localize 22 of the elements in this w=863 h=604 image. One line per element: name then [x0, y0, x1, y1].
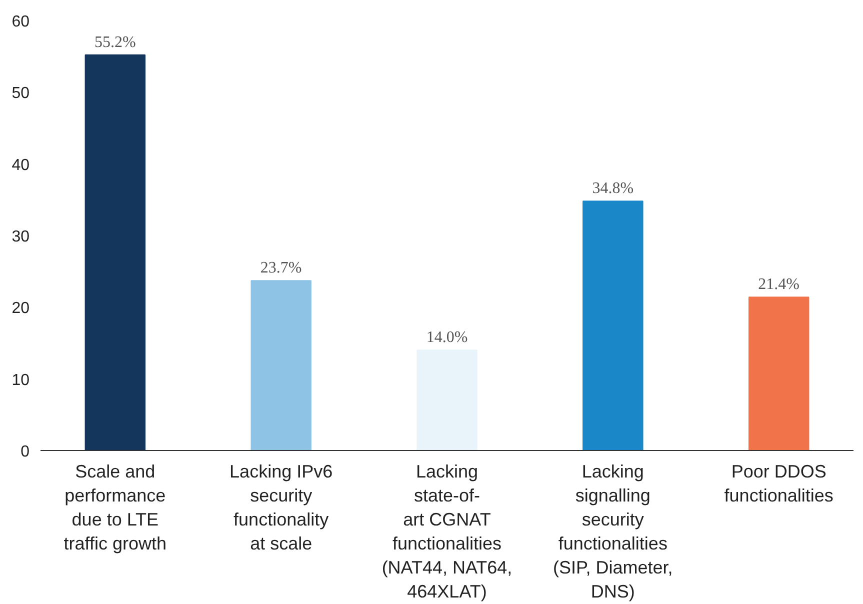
y-tick-label: 40	[12, 156, 30, 174]
data-label: 23.7%	[260, 260, 302, 277]
x-tick-label: Lacking signalling security functionalities (SIP, Diameter, DNS)	[553, 462, 673, 602]
data-label: 34.8%	[592, 180, 634, 198]
y-tick-label: 30	[12, 228, 30, 246]
bar	[416, 350, 478, 450]
x-tick-label: Lacking state-of- art CGNAT functionalities (NAT44, NAT64, 464XLAT)	[382, 462, 512, 602]
bar	[250, 280, 312, 450]
bar	[582, 200, 644, 450]
data-label: 21.4%	[758, 276, 800, 294]
x-tick-label: Lacking IPv6 security functionality at scale	[230, 462, 333, 554]
y-tick-label: 0	[20, 444, 30, 460]
y-tick-label: 50	[12, 85, 30, 102]
x-tick-label: Poor DDOS functionalities	[724, 462, 834, 506]
data-label: 55.2%	[94, 34, 136, 51]
bar	[748, 296, 810, 450]
y-tick-label: 10	[12, 372, 30, 389]
x-tick-label: Scale and performance due to LTE traffic growth	[64, 462, 167, 554]
bar	[84, 54, 146, 450]
y-tick-label: 60	[12, 14, 30, 30]
y-tick-label: 20	[12, 300, 30, 318]
data-label: 14.0%	[426, 329, 468, 346]
